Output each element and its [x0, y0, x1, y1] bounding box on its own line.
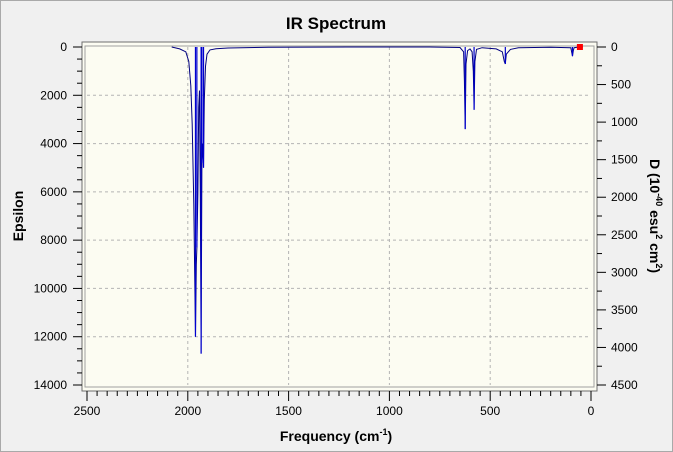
- y-right-tick-label: 0: [611, 40, 618, 54]
- grid: [87, 47, 591, 385]
- y-right-tick-label: 2500: [611, 228, 638, 242]
- x-tick-label: 2500: [74, 404, 101, 418]
- y-right-tick-label: 4000: [611, 340, 638, 354]
- y-right-tick-label: 3500: [611, 303, 638, 317]
- plot-area: [81, 41, 598, 392]
- chart-title: IR Spectrum: [286, 14, 386, 33]
- y-right-tick-label: 2000: [611, 190, 638, 204]
- y-axis-left-title: Epsilon: [10, 191, 26, 242]
- y-left-tick-label: 6000: [40, 185, 67, 199]
- x-tick-label: 1000: [376, 404, 403, 418]
- y-left-tick-label: 2000: [40, 88, 67, 102]
- y-right-tick-label: 500: [611, 78, 631, 92]
- marker-point: [576, 44, 583, 50]
- x-tick-label: 1500: [275, 404, 302, 418]
- x-axis-title: Frequency (cm-1): [280, 427, 392, 444]
- x-tick-label: 500: [480, 404, 500, 418]
- spectrum-line: [171, 46, 583, 354]
- y-right-tick-label: 1500: [611, 153, 638, 167]
- axes: 2500 2000 1500 1000 500 0 0 2000 4000 6000 8000 100…: [34, 40, 638, 418]
- y-right-tick-label: 4500: [611, 378, 638, 392]
- x-tick-label: 0: [588, 404, 595, 418]
- series: [171, 44, 583, 354]
- y-left-tick-label: 0: [60, 40, 67, 54]
- plot-inner-border: [84, 45, 595, 388]
- y-left-tick-label: 10000: [34, 281, 68, 295]
- x-tick-label: 2000: [174, 404, 201, 418]
- y-right-tick-label: 3000: [611, 265, 638, 279]
- y-left-tick-label: 14000: [34, 378, 68, 392]
- y-left-tick-label: 8000: [40, 233, 67, 247]
- y-left-tick-label: 12000: [34, 330, 68, 344]
- y-left-tick-label: 4000: [40, 137, 67, 151]
- y-axis-right-title: D (10-40 esu2 cm2): [647, 159, 664, 273]
- y-right-tick-label: 1000: [611, 115, 638, 129]
